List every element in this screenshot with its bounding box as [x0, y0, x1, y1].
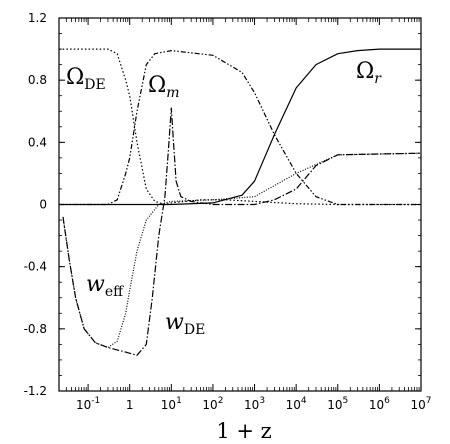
series-lines — [59, 48, 422, 356]
y-tick-label: 1.2 — [28, 11, 47, 25]
y-tick-label: 0.8 — [28, 73, 47, 87]
y-tick-label: -1.2 — [24, 384, 47, 398]
x-axis-label: 1 + z — [216, 419, 271, 443]
y-tick-label: 0 — [39, 198, 47, 212]
tick-labels: 1.2 0.8 0.4 0 -0.4 -0.8 -1.2 10-1 1 101 102 103 104 1… — [24, 11, 432, 412]
series-label-omega_m: Ωm — [148, 73, 180, 101]
x-tick-label: 103 — [244, 396, 265, 412]
y-tick-label: 0.4 — [28, 135, 47, 149]
series-label-omega_de: ΩDE — [66, 65, 106, 93]
x-tick-label: 107 — [410, 396, 431, 412]
series-line-omega_de — [59, 48, 421, 206]
y-tick-label: -0.8 — [24, 322, 47, 336]
x-tick-label: 105 — [327, 396, 348, 412]
y-tick-label: -0.4 — [24, 260, 47, 274]
x-tick-label: 106 — [369, 396, 390, 412]
series-label-w_de: wDE — [165, 310, 205, 338]
x-tick-label: 1 — [126, 398, 134, 412]
series-line-w_de — [62, 107, 422, 356]
x-tick-label: 102 — [202, 396, 223, 412]
x-tick-label: 101 — [161, 396, 182, 412]
series-annotations: ΩDE Ωm Ωr weff wDE — [66, 59, 382, 338]
series-line-w_eff — [62, 152, 422, 349]
x-tick-label: 10-1 — [76, 396, 100, 412]
series-line-omega_m — [59, 50, 421, 206]
tick-marks — [58, 17, 422, 392]
series-label-omega_r: Ωr — [356, 59, 382, 87]
x-tick-label: 104 — [286, 396, 307, 412]
series-label-w_eff: weff — [86, 272, 124, 300]
